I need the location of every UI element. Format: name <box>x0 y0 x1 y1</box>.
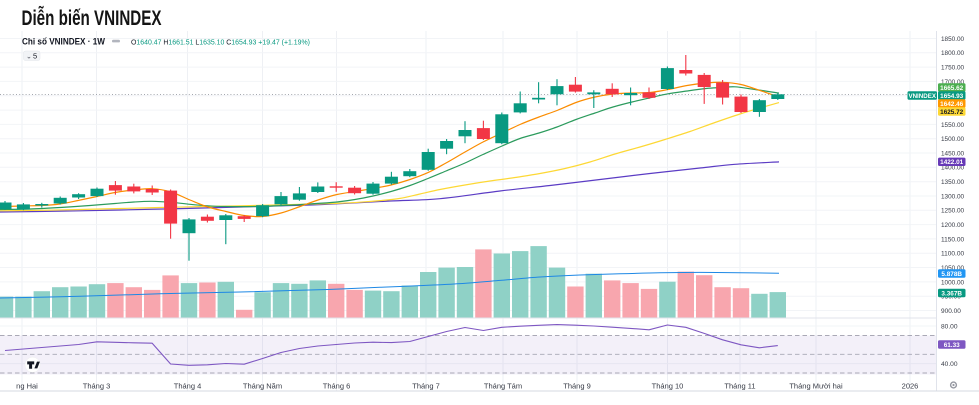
svg-text:Diễn biến VNINDEX: Diễn biến VNINDEX <box>22 6 162 30</box>
svg-text:1200.00: 1200.00 <box>941 222 964 229</box>
svg-text:900.00: 900.00 <box>941 308 961 315</box>
svg-text:VNINDEX: VNINDEX <box>908 93 936 100</box>
svg-text:Tháng 7: Tháng 7 <box>412 382 440 391</box>
svg-text:1350.00: 1350.00 <box>941 179 964 186</box>
svg-text:1550.00: 1550.00 <box>941 122 964 129</box>
svg-text:2026: 2026 <box>902 382 919 391</box>
svg-text:1800.00: 1800.00 <box>941 50 964 57</box>
svg-text:80.00: 80.00 <box>941 323 958 330</box>
svg-text:ng Hai: ng Hai <box>16 382 38 391</box>
svg-text:1000.00: 1000.00 <box>941 279 964 286</box>
svg-text:Tháng 6: Tháng 6 <box>323 382 351 391</box>
svg-text:61.33: 61.33 <box>944 342 960 349</box>
svg-text:1450.00: 1450.00 <box>941 150 964 157</box>
svg-text:1665.62: 1665.62 <box>940 85 964 92</box>
svg-text:1750.00: 1750.00 <box>941 65 964 72</box>
svg-text:Tháng 9: Tháng 9 <box>563 382 591 391</box>
svg-text:1300.00: 1300.00 <box>941 193 964 200</box>
svg-text:1642.46: 1642.46 <box>940 101 964 108</box>
svg-text:1500.00: 1500.00 <box>941 136 964 143</box>
svg-text:1422.01: 1422.01 <box>940 159 964 166</box>
svg-text:1850.00: 1850.00 <box>941 36 964 43</box>
svg-text:⌄: ⌄ <box>26 53 32 60</box>
svg-text:Tháng 4: Tháng 4 <box>174 382 202 391</box>
svg-text:5: 5 <box>33 52 37 61</box>
svg-text:Tháng 10: Tháng 10 <box>652 382 684 391</box>
svg-text:1050.00: 1050.00 <box>941 265 964 272</box>
svg-text:1250.00: 1250.00 <box>941 208 964 215</box>
svg-text:3.367B: 3.367B <box>941 290 962 297</box>
svg-text:Chỉ số VNINDEX · 1W: Chỉ số VNINDEX · 1W <box>22 36 105 46</box>
svg-text:1150.00: 1150.00 <box>941 236 964 243</box>
svg-text:Tháng 3: Tháng 3 <box>83 382 111 391</box>
svg-text:Tháng Mười hai: Tháng Mười hai <box>789 382 843 391</box>
svg-text:1654.93: 1654.93 <box>940 93 964 100</box>
svg-text:1100.00: 1100.00 <box>941 251 964 258</box>
svg-text:Tháng Tám: Tháng Tám <box>484 382 522 391</box>
svg-text:Tháng Năm: Tháng Năm <box>243 382 282 391</box>
svg-text:Tháng 11: Tháng 11 <box>724 382 755 391</box>
svg-text:1700.00: 1700.00 <box>941 79 964 86</box>
svg-text:O1640.47 H1661.51 L1635.10 C16: O1640.47 H1661.51 L1635.10 C1654.93 +19.… <box>131 37 310 46</box>
svg-text:1400.00: 1400.00 <box>941 165 964 172</box>
svg-text:40.00: 40.00 <box>941 361 958 368</box>
svg-text:5.878B: 5.878B <box>941 271 962 278</box>
svg-text:1625.72: 1625.72 <box>940 109 964 116</box>
